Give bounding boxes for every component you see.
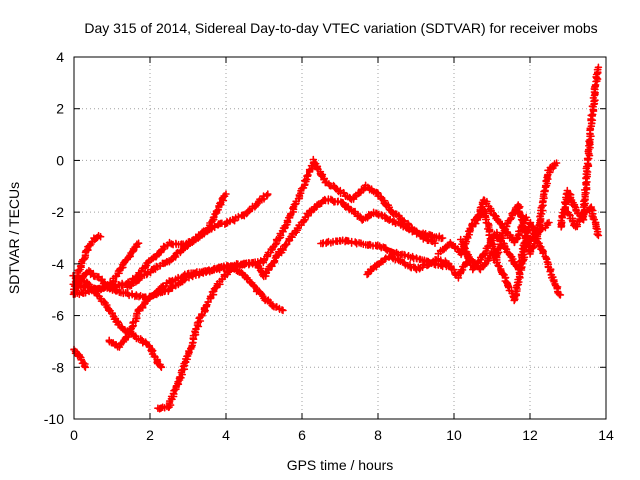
series-arc-h	[106, 160, 317, 350]
y-tick-label: -10	[44, 411, 64, 427]
series-layer	[70, 64, 601, 412]
y-tick-label: 2	[56, 101, 64, 117]
y-tick-label: -6	[52, 308, 65, 324]
x-tick-label: 14	[598, 427, 614, 443]
y-axis-title: SDTVAR / TECUs	[6, 182, 22, 294]
sdtvar-chart: Day 315 of 2014, Sidereal Day-to-day VTE…	[0, 0, 640, 480]
series-points	[106, 160, 317, 350]
x-tick-label: 8	[374, 427, 382, 443]
y-tick-label: 4	[56, 49, 64, 65]
y-tick-label: -4	[52, 256, 65, 272]
series-arc-i	[155, 196, 446, 412]
y-tick-label: -2	[52, 204, 65, 220]
x-tick-label: 2	[146, 427, 154, 443]
series-arc-q	[558, 64, 601, 230]
x-tick-label: 6	[298, 427, 306, 443]
x-tick-label: 0	[70, 427, 78, 443]
x-tick-label: 4	[222, 427, 230, 443]
x-axis-title: GPS time / hours	[287, 457, 394, 473]
series-points	[558, 64, 601, 230]
series-points	[155, 196, 446, 412]
chart-title: Day 315 of 2014, Sidereal Day-to-day VTE…	[84, 20, 597, 36]
y-tick-label: 0	[56, 152, 64, 168]
y-tick-label: -8	[52, 359, 65, 375]
x-tick-label: 10	[446, 427, 462, 443]
x-tick-label: 12	[522, 427, 538, 443]
